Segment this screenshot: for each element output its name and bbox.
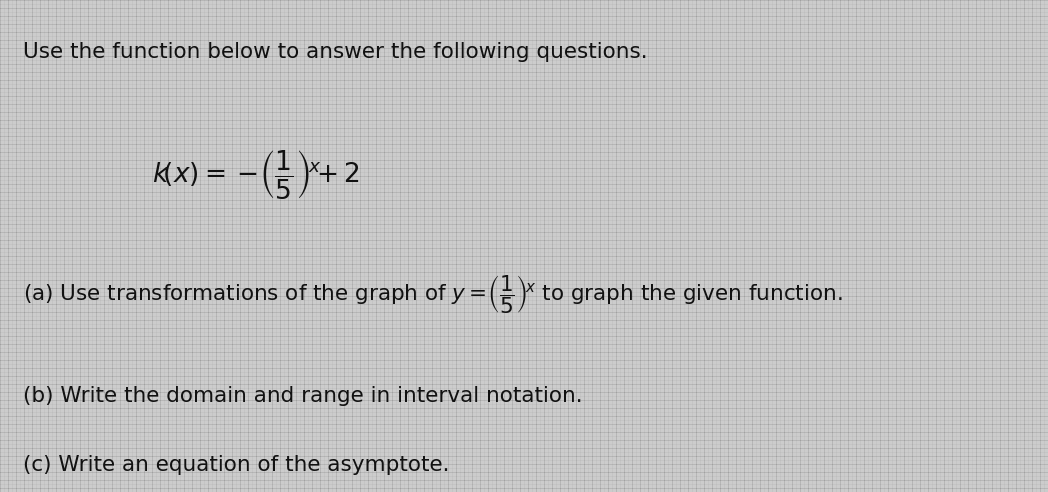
Text: (a) Use transformations of the graph of $y=\!\left(\dfrac{1}{5}\right)^{\!x}$ to: (a) Use transformations of the graph of … — [23, 273, 843, 316]
Text: (b) Write the domain and range in interval notation.: (b) Write the domain and range in interv… — [23, 386, 583, 406]
Text: $k\!\left(x\right)=-\!\left(\dfrac{1}{5}\right)^{\!x}\!\!+2$: $k\!\left(x\right)=-\!\left(\dfrac{1}{5}… — [152, 148, 359, 201]
Text: Use the function below to answer the following questions.: Use the function below to answer the fol… — [23, 42, 648, 62]
Text: (c) Write an equation of the asymptote.: (c) Write an equation of the asymptote. — [23, 455, 450, 475]
